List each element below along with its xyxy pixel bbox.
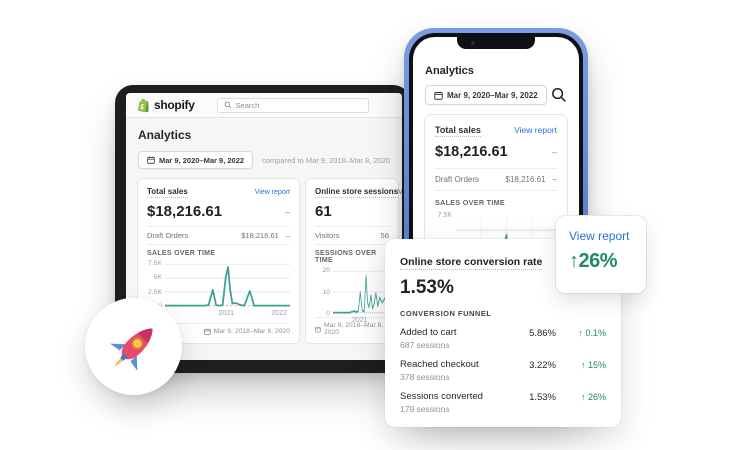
phone-date-range-button[interactable]: Mar 9, 2020–Mar 9, 2022	[425, 85, 547, 105]
calendar-icon	[315, 326, 321, 332]
rocket-icon	[109, 328, 152, 371]
funnel-step-delta: ↑ 0.1%	[578, 328, 606, 338]
sessions-series-line	[333, 274, 389, 314]
phone-total-sales-title: Total sales	[435, 125, 481, 137]
comparison-legend: Mar 9, 2018–Mar 8, 2020	[315, 317, 389, 336]
conversion-funnel-label: CONVERSION FUNNEL	[400, 309, 492, 318]
draft-orders-label: Draft Orders	[147, 231, 189, 240]
funnel-step-rate: 3.22%	[529, 360, 556, 371]
comparison-legend-label: Mar 9, 2018–Mar 8, 2020	[323, 322, 384, 336]
tablet-screen: shopify Search Analytics	[126, 93, 402, 360]
y-tick: 7.5K	[148, 260, 162, 267]
phone-draft-orders-value: $18,216.61	[505, 175, 546, 184]
conversion-rate-value: 1.53%	[400, 277, 454, 298]
y-tick: 5K	[153, 274, 162, 282]
sessions-over-time-chart: 20 10 0	[315, 267, 389, 317]
collapse-dash[interactable]: –	[284, 206, 290, 217]
x-tick: 2021	[352, 317, 368, 324]
total-sales-value: $18,216.61	[147, 203, 223, 220]
funnel-row-sessions-converted: Sessions converted 179 sessions 1.53% ↑ …	[400, 391, 606, 414]
phone-page-title: Analytics	[425, 65, 474, 77]
comparison-legend-label: Mar 9, 2018–Mar 8, 2020	[213, 328, 290, 335]
funnel-step-label: Reached checkout	[400, 359, 479, 370]
sessions-view-report-link[interactable]: View report	[398, 189, 402, 196]
metric-cards-row: Total sales View report $18,216.61 – Dra…	[138, 179, 402, 343]
y-tick: 10	[322, 288, 330, 296]
funnel-step-sessions: 179 sessions	[400, 404, 450, 414]
shopify-logo: shopify	[136, 98, 195, 113]
comparison-legend: Mar 9, 2018–Mar 8, 2020	[147, 323, 290, 335]
calendar-icon	[203, 328, 211, 335]
funnel-step-label: Added to cart	[400, 327, 457, 338]
phone-draft-orders-row: Draft Orders $18,216.61 –	[435, 168, 557, 190]
date-range-label: Mar 9, 2020–Mar 9, 2022	[159, 155, 245, 165]
conversion-rate-title: Online store conversion rate	[400, 256, 543, 270]
online-store-sessions-card: Online store sessions View report 61 Vis…	[306, 179, 402, 343]
search-input[interactable]: Search	[216, 97, 369, 113]
y-tick: 7.5K	[437, 212, 452, 219]
view-report-link[interactable]: View report	[569, 229, 630, 243]
date-range-button[interactable]: Mar 9, 2020–Mar 9, 2022	[138, 151, 254, 169]
funnel-row-reached-checkout: Reached checkout 378 sessions 3.22% ↑ 15…	[400, 359, 606, 382]
view-report-card: View report ↑26%	[556, 216, 646, 293]
phone-sales-over-time-label: SALES OVER TIME	[435, 190, 557, 207]
visitors-row: Visitors 56	[315, 226, 389, 244]
collapse-dash[interactable]: –	[551, 147, 557, 157]
funnel-step-delta: ↑ 15%	[580, 360, 606, 370]
sessions-title: Online store sessions	[315, 187, 399, 198]
compare-period-label: compared to Mar 9, 2018–Mar 8, 2020	[262, 155, 391, 165]
phone-draft-orders-dash: –	[552, 175, 557, 184]
phone-date-range-label: Mar 9, 2020–Mar 9, 2022	[447, 90, 538, 100]
phone-notch	[457, 37, 535, 49]
x-tick: 2022	[271, 310, 287, 317]
analytics-page: Analytics Mar 9, 2020–Mar 9, 2022 compar…	[126, 118, 402, 360]
funnel-step-sessions: 378 sessions	[400, 372, 450, 382]
total-sales-view-report-link[interactable]: View report	[254, 189, 290, 196]
calendar-icon	[434, 91, 443, 100]
funnel-step-label: Sessions converted	[400, 391, 483, 402]
phone-total-sales-value: $18,216.61	[435, 144, 508, 160]
draft-orders-row: Draft Orders $18,216.61 –	[147, 226, 290, 244]
sessions-over-time-label: SESSIONS OVER TIME	[315, 244, 389, 264]
funnel-step-rate: 5.86%	[529, 328, 556, 339]
search-icon[interactable]	[551, 87, 567, 103]
date-filter-row: Mar 9, 2020–Mar 9, 2022 compared to Mar …	[138, 151, 398, 169]
tablet-device: shopify Search Analytics	[115, 85, 411, 373]
search-icon	[224, 101, 231, 109]
phone-draft-orders-label: Draft Orders	[435, 175, 480, 184]
sessions-line-chart	[333, 270, 389, 314]
calendar-icon	[147, 156, 155, 164]
draft-orders-dash: –	[285, 231, 290, 240]
y-tick: 20	[322, 267, 330, 274]
phone-view-report-link[interactable]: View report	[514, 125, 557, 135]
rocket-badge	[85, 298, 182, 395]
tablet-admin-header: shopify Search	[126, 93, 402, 118]
draft-orders-value: $18,216.61	[241, 231, 279, 240]
total-sales-title: Total sales	[147, 187, 188, 198]
shopify-wordmark: shopify	[154, 98, 195, 112]
sales-series-line	[165, 266, 290, 307]
y-tick: 2.5K	[148, 288, 162, 296]
page-title: Analytics	[138, 128, 192, 142]
sessions-value: 61	[315, 203, 332, 220]
funnel-step-delta: ↑ 26%	[580, 392, 606, 402]
y-tick: 0	[326, 310, 330, 317]
sales-over-time-chart: 7.5K 5K 2.5K 0	[147, 260, 290, 310]
sales-over-time-label: SALES OVER TIME	[147, 244, 290, 257]
funnel-step-rate: 1.53%	[529, 392, 556, 403]
visitors-value: 56	[380, 231, 389, 240]
report-delta-value: ↑26%	[569, 250, 618, 272]
visitors-label: Visitors	[315, 231, 340, 240]
search-placeholder: Search	[235, 100, 260, 110]
shopify-bag-icon	[137, 98, 149, 112]
funnel-row-added-to-cart: Added to cart 687 sessions 5.86% ↑ 0.1%	[400, 327, 606, 350]
funnel-step-sessions: 687 sessions	[400, 340, 450, 350]
sales-line-chart	[165, 263, 290, 307]
phone-date-row: Mar 9, 2020–Mar 9, 2022	[425, 85, 567, 105]
x-tick: 2021	[218, 310, 235, 317]
